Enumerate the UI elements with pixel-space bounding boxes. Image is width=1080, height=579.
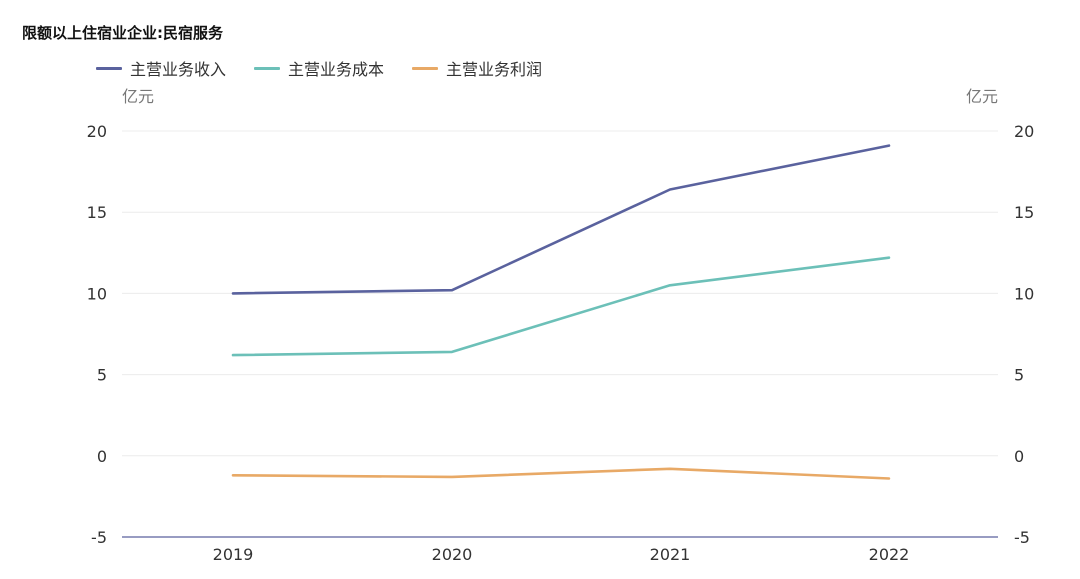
y-tick-label-left: 5: [97, 366, 107, 385]
x-tick-label: 2020: [432, 545, 473, 564]
y-axis-unit-right: 亿元: [966, 87, 998, 106]
chart-title: 限额以上住宿业企业:民宿服务: [22, 24, 223, 42]
y-tick-label-right: 15: [1014, 203, 1034, 222]
x-tick-label: 2021: [650, 545, 691, 564]
y-tick-label-left: 0: [97, 447, 107, 466]
y-tick-label-left: 10: [87, 284, 107, 303]
legend-item-profit[interactable]: 主营业务利润: [412, 56, 542, 80]
legend-swatch-cost: [254, 66, 281, 70]
legend-item-cost[interactable]: 主营业务成本: [254, 56, 384, 80]
legend-item-revenue[interactable]: 主营业务收入: [96, 56, 226, 80]
y-tick-label-right: 5: [1014, 366, 1024, 385]
y-axis-left: 20 15 10 5 0 -5: [87, 122, 107, 547]
y-axis-right: 20 15 10 5 0 -5: [1014, 122, 1034, 547]
x-tick-label: 2022: [869, 545, 910, 564]
y-tick-label-left: 20: [87, 122, 107, 141]
y-tick-label-right: 20: [1014, 122, 1034, 141]
legend-label-profit: 主营业务利润: [446, 60, 543, 79]
x-axis: 2019 2020 2021 2022: [213, 545, 910, 564]
legend-swatch-profit: [412, 66, 439, 70]
series-lines: [231, 144, 891, 480]
legend-label-revenue: 主营业务收入: [130, 60, 227, 79]
y-tick-label-right: 10: [1014, 284, 1034, 303]
y-tick-label-left: -5: [91, 528, 107, 547]
y-tick-label-right: 0: [1014, 447, 1024, 466]
series-line-cost[interactable]: [231, 256, 891, 357]
y-tick-label-right: -5: [1014, 528, 1030, 547]
series-line-profit[interactable]: [231, 467, 891, 480]
x-tick-label: 2019: [213, 545, 254, 564]
series-line-revenue[interactable]: [231, 144, 891, 295]
y-axis-unit-left: 亿元: [122, 87, 154, 106]
legend: 主营业务收入 主营业务成本 主营业务利润: [96, 56, 542, 80]
legend-swatch-revenue: [96, 66, 122, 70]
y-tick-label-left: 15: [87, 203, 107, 222]
legend-label-cost: 主营业务成本: [288, 60, 385, 79]
